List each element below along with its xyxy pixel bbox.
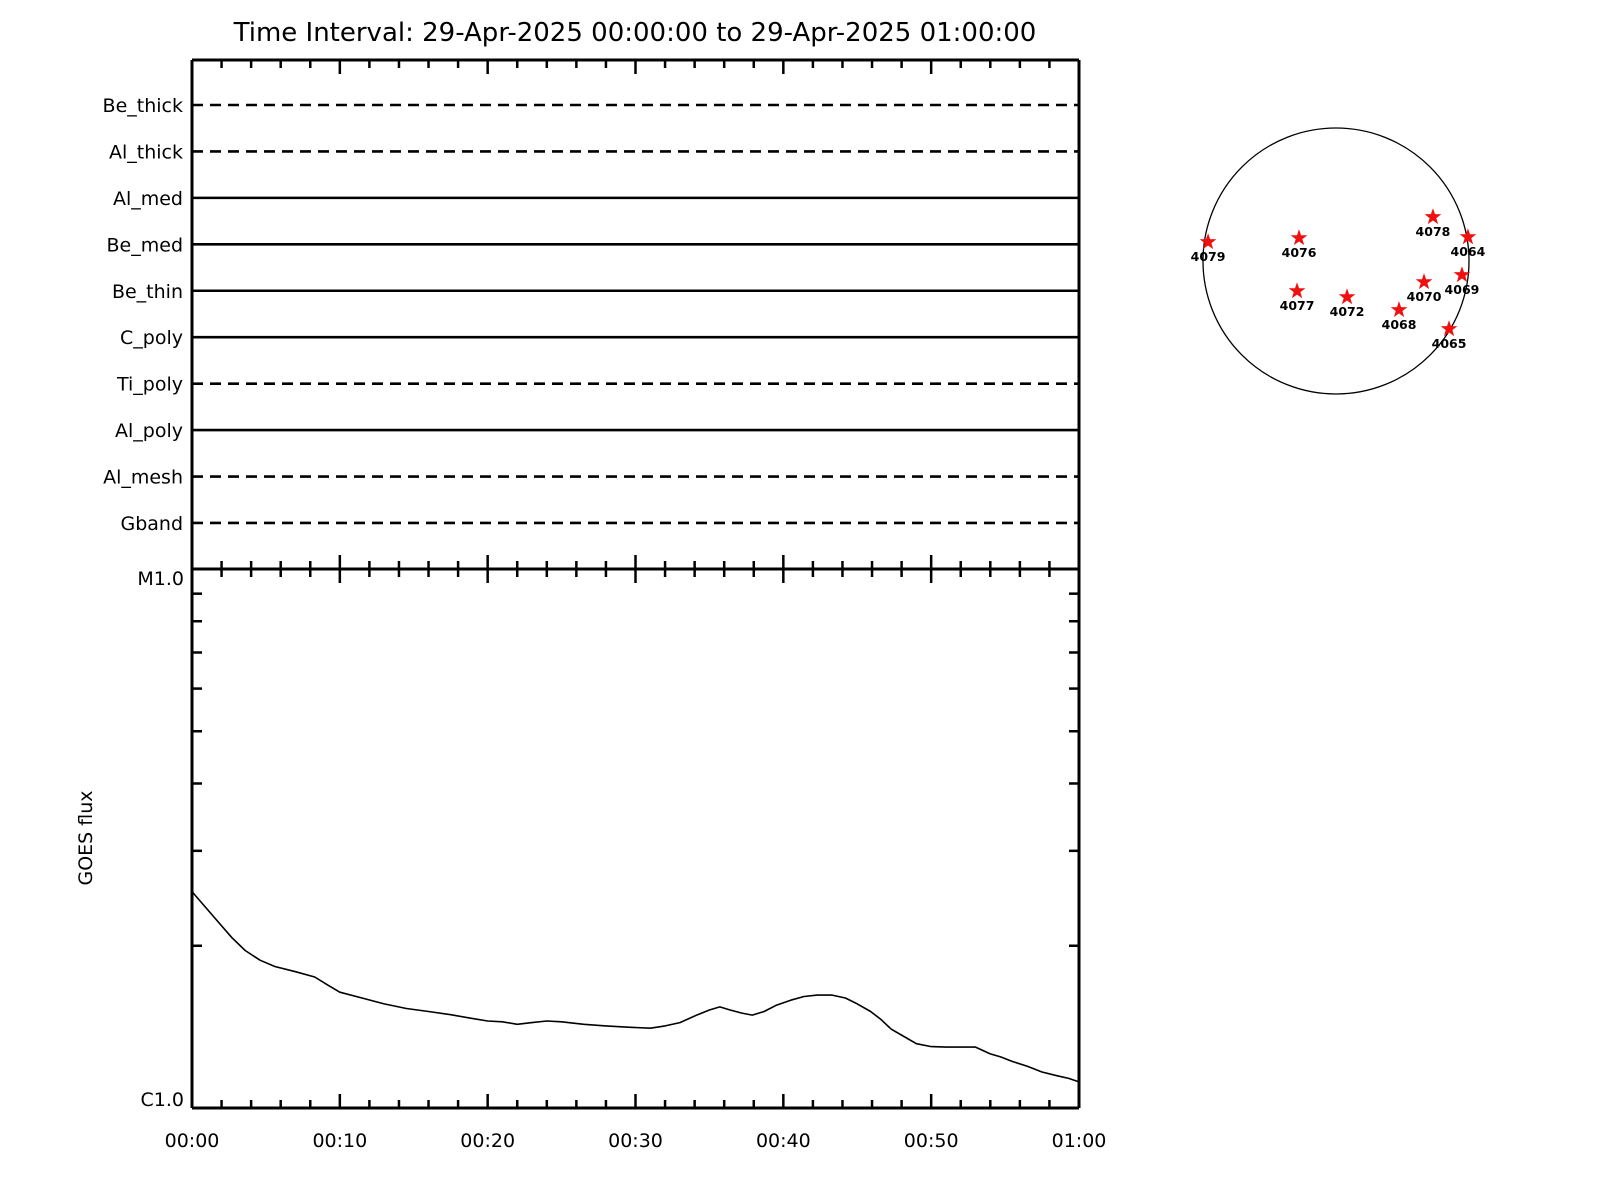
- active-region-star-4072: [1338, 288, 1356, 305]
- goes-y-label-bottom: C1.0: [141, 1089, 184, 1111]
- active-region-star-4068: [1390, 301, 1408, 318]
- active-region-label-4064: 4064: [1451, 244, 1486, 259]
- active-region-star-4069: [1453, 266, 1471, 283]
- goes-flux-curve: [191, 891, 1080, 1083]
- goes-y-axis-title: GOES flux: [75, 790, 97, 885]
- active-region-star-4070: [1415, 273, 1433, 290]
- active-region-star-4064: [1459, 228, 1477, 245]
- active-region-label-4070: 4070: [1407, 289, 1442, 304]
- filter-label-C_poly: C_poly: [120, 327, 183, 349]
- x-tick-label-00:50: 00:50: [904, 1130, 959, 1152]
- filter-label-Al_poly: Al_poly: [115, 420, 183, 442]
- active-region-label-4077: 4077: [1280, 298, 1315, 313]
- active-region-label-4069: 4069: [1445, 282, 1480, 297]
- active-region-label-4079: 4079: [1191, 249, 1226, 264]
- filter-label-Be_thick: Be_thick: [103, 95, 183, 117]
- active-region-star-4065: [1440, 320, 1458, 337]
- active-region-star-4078: [1424, 208, 1442, 225]
- x-tick-label-00:00: 00:00: [165, 1130, 220, 1152]
- active-region-star-4077: [1288, 282, 1306, 299]
- x-tick-label-00:10: 00:10: [312, 1130, 367, 1152]
- active-region-label-4072: 4072: [1330, 304, 1365, 319]
- x-tick-label-00:20: 00:20: [460, 1130, 515, 1152]
- x-tick-label-00:40: 00:40: [756, 1130, 811, 1152]
- x-tick-label-00:30: 00:30: [608, 1130, 663, 1152]
- filter-label-Al_med: Al_med: [113, 188, 183, 210]
- filter-label-Al_thick: Al_thick: [109, 141, 183, 163]
- active-region-star-4076: [1290, 229, 1308, 246]
- active-region-label-4068: 4068: [1382, 317, 1417, 332]
- plot-title: Time Interval: 29-Apr-2025 00:00:00 to 2…: [233, 18, 1037, 48]
- filter-label-Ti_poly: Ti_poly: [116, 374, 183, 396]
- x-tick-label-01:00: 01:00: [1052, 1130, 1107, 1152]
- goes-y-label-top: M1.0: [137, 568, 184, 590]
- filter-label-Al_mesh: Al_mesh: [103, 467, 183, 489]
- filter-label-Be_thin: Be_thin: [112, 281, 183, 303]
- filter-label-Be_med: Be_med: [107, 234, 183, 256]
- solar-disk-circle: [1202, 127, 1470, 395]
- filter-label-Gband: Gband: [120, 513, 183, 535]
- active-region-star-4079: [1199, 233, 1217, 250]
- active-region-label-4078: 4078: [1416, 224, 1451, 239]
- active-region-label-4065: 4065: [1432, 336, 1467, 351]
- active-region-label-4076: 4076: [1282, 245, 1317, 260]
